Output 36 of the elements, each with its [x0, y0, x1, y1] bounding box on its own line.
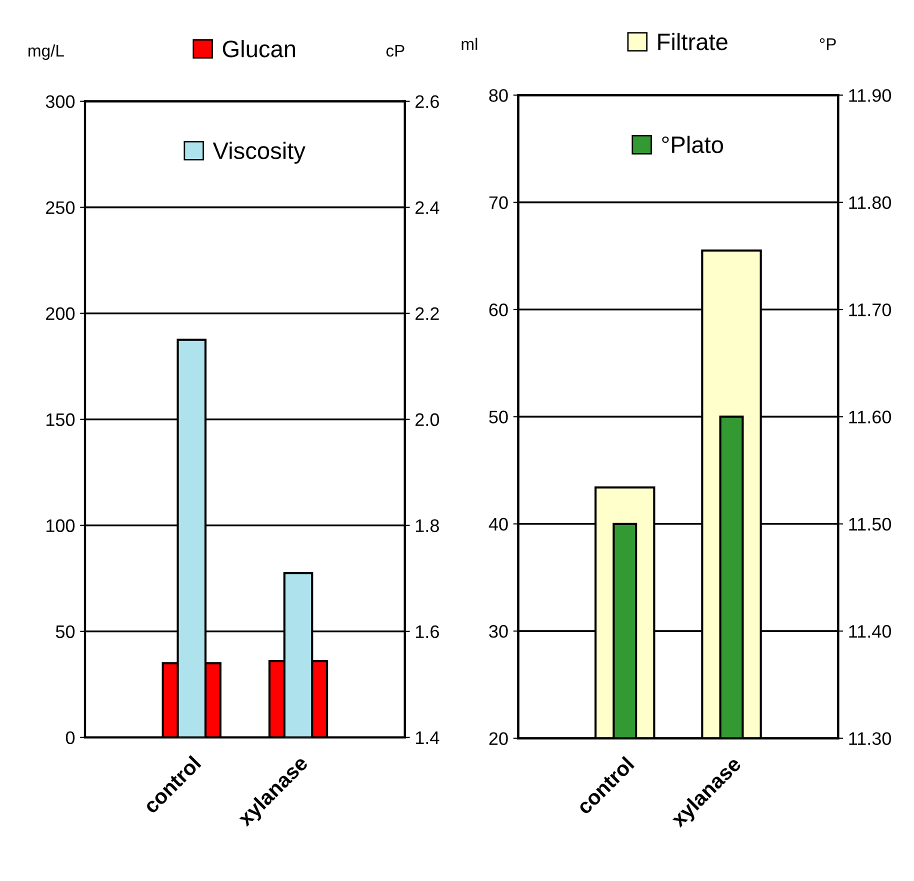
y2-tick-label: 11.40: [849, 625, 892, 638]
y2-axis-title: cP: [386, 45, 404, 57]
y-tick-label: 60: [489, 303, 508, 316]
y2-tick-label: 11.80: [849, 196, 892, 210]
y2-axis-title: °P: [820, 38, 836, 50]
y2-tick-label: 1.8: [416, 519, 439, 532]
y2-tick-label: 11.60: [849, 410, 892, 424]
legend-label: Viscosity: [212, 142, 306, 164]
y-tick-label: 50: [489, 410, 508, 424]
y2-tick-label: 2.4: [416, 201, 440, 214]
y-tick-label: 150: [46, 413, 75, 426]
y-tick-label: 250: [46, 201, 75, 214]
y-tick-label: 20: [489, 732, 508, 745]
y2-tick-label: 11.70: [849, 303, 892, 316]
legend-label: Filtrate: [658, 32, 728, 50]
y-axis-title: ml: [462, 38, 478, 50]
y-tick-label: 30: [489, 625, 508, 638]
y-tick-label: 80: [489, 89, 508, 102]
y-tick-label: 70: [489, 196, 508, 210]
y-tick-label: 300: [46, 95, 75, 108]
legend-label: Glucan: [222, 40, 295, 58]
y-tick-label: 40: [488, 518, 508, 531]
y2-tick-label: 1.4: [416, 732, 440, 744]
y2-tick-label: 11.90: [849, 89, 892, 102]
y2-tick-label: 11.50: [849, 518, 892, 531]
y-tick-label: 100: [46, 519, 75, 532]
y2-tick-label: 1.6: [416, 625, 439, 638]
legend-label: °Plato: [662, 136, 723, 154]
y-axis-title: mg/L: [28, 44, 64, 60]
y2-tick-label: 2.2: [416, 307, 439, 320]
y-tick-label: 50: [56, 625, 75, 638]
y2-tick-label: 11.30: [849, 732, 892, 745]
y2-tick-label: 2.0: [416, 413, 440, 426]
y-tick-label: 0: [66, 731, 75, 744]
y-tick-label: 200: [46, 307, 75, 320]
y2-tick-label: 2.6: [416, 95, 439, 108]
